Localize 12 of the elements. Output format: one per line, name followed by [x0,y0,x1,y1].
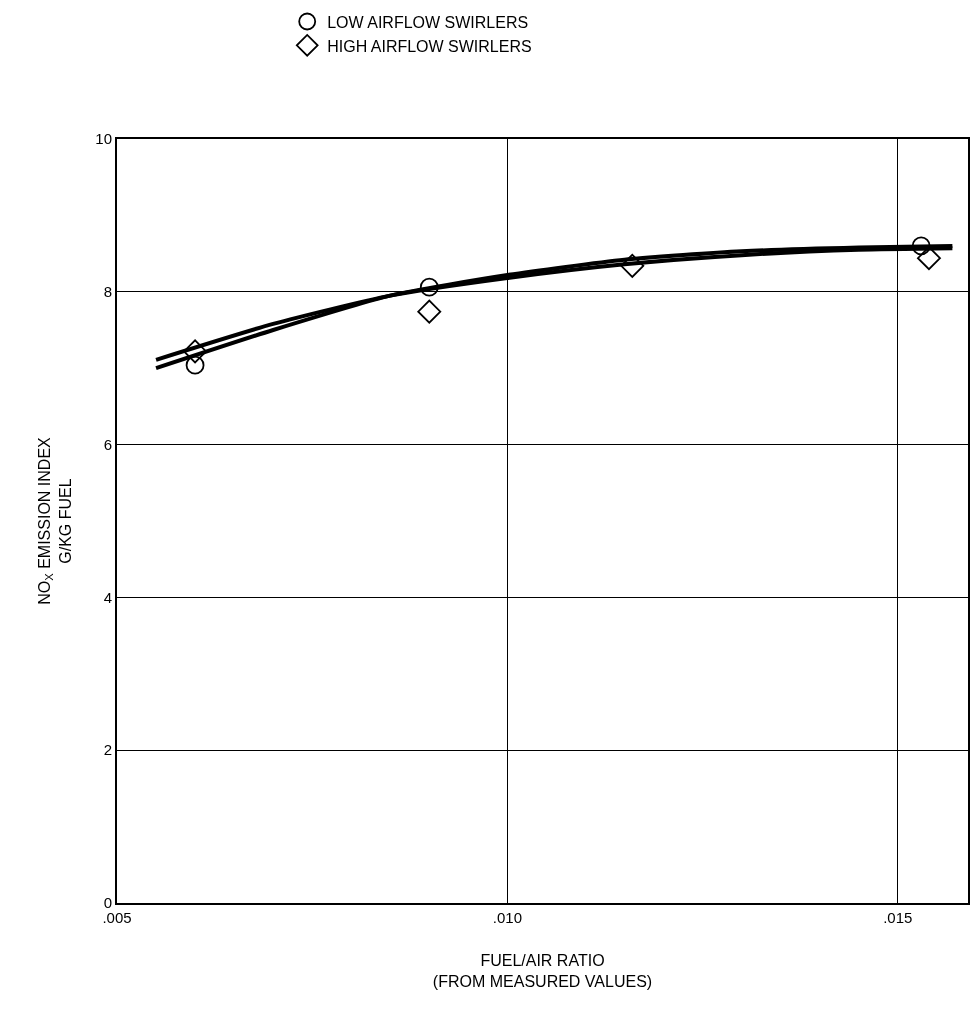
y-tick-label: 10 [95,130,112,148]
y-tick-label: 4 [103,588,112,606]
y-tick-label: 6 [103,435,112,453]
x-tick-label: .015 [883,909,913,926]
legend-label: HIGH AIRFLOW SWIRLERS [327,37,532,55]
y-tick-label: 2 [103,741,112,759]
legend-label: LOW AIRFLOW SWIRLERS [327,13,529,31]
x-axis-title: FUEL/AIR RATIO (FROM MEASURED VALUES) [432,952,653,990]
x-tick-label: .010 [492,909,522,926]
x-tick-label: .005 [102,909,132,926]
y-tick-label: 0 [103,894,112,912]
y-tick-label: 8 [103,283,112,301]
